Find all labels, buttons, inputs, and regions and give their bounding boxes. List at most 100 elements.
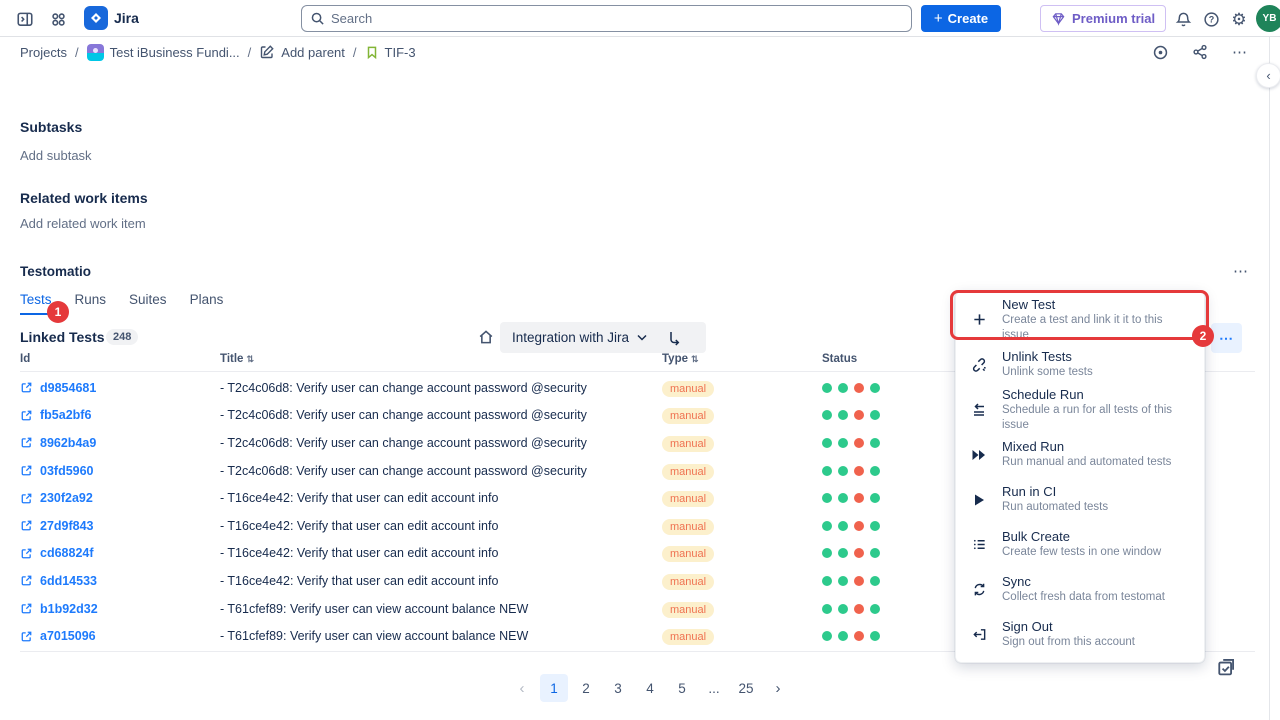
test-id-link[interactable]: 03fd5960 (40, 463, 94, 478)
add-parent-link[interactable]: Add parent (259, 44, 345, 60)
table-row[interactable]: 03fd5960 - T2c4c06d8: Verify user can cha… (20, 457, 1255, 485)
breadcrumb-project[interactable]: Test iBusiness Fundi... (86, 43, 240, 61)
menu-item-sign-out[interactable]: Sign Out Sign out from this account (956, 612, 1204, 657)
premium-trial-button[interactable]: Premium trial (1040, 5, 1167, 32)
external-link-icon[interactable] (20, 464, 33, 477)
table-row[interactable]: 230f2a92 - T16ce4e42: Verify that user ca… (20, 484, 1255, 512)
watch-icon[interactable] (1145, 39, 1175, 65)
menu-item-unlink-tests[interactable]: Unlink Tests Unlink some tests (956, 342, 1204, 387)
test-title: - T2c4c06d8: Verify user can change acco… (220, 435, 587, 450)
external-link-icon[interactable] (20, 630, 33, 643)
external-link-icon[interactable] (20, 519, 33, 532)
sidebar-toggle-icon[interactable] (14, 8, 36, 30)
search-input[interactable] (331, 11, 903, 26)
table-row[interactable]: 8962b4a9 - T2c4c06d8: Verify user can cha… (20, 429, 1255, 457)
tab-plans[interactable]: Plans (189, 292, 224, 307)
external-link-icon[interactable] (20, 436, 33, 449)
settings-gear-icon[interactable]: ⚙ (1231, 9, 1247, 29)
related-items-heading: Related work items (20, 190, 148, 206)
add-related-item-link[interactable]: Add related work item (20, 216, 146, 231)
type-badge: manual (662, 546, 715, 563)
external-link-icon[interactable] (20, 381, 33, 394)
branch-icon[interactable] (667, 330, 681, 346)
test-id-link[interactable]: 8962b4a9 (40, 435, 97, 450)
more-actions-icon[interactable]: ⋯ (1232, 44, 1248, 61)
app-title: Jira (114, 10, 139, 26)
external-link-icon[interactable] (20, 547, 33, 560)
home-icon[interactable] (477, 328, 497, 348)
table-row[interactable]: cd68824f - T16ce4e42: Verify that user ca… (20, 540, 1255, 568)
table-row[interactable]: 27d9f843 - T16ce4e42: Verify that user ca… (20, 512, 1255, 540)
status-dots (822, 520, 1255, 531)
page-button[interactable]: 3 (614, 680, 622, 696)
menu-item-run-in-ci[interactable]: Run in CI Run automated tests (956, 477, 1204, 522)
breadcrumb-projects[interactable]: Projects (20, 44, 67, 60)
page-button[interactable]: 4 (646, 680, 654, 696)
tab-tests[interactable]: Tests (20, 292, 52, 315)
menu-item-sync[interactable]: Sync Collect fresh data from testomat (956, 567, 1204, 612)
prev-page-icon[interactable]: ‹ (519, 679, 525, 697)
bulk-select-icon[interactable] (1216, 656, 1240, 680)
external-link-icon[interactable] (20, 492, 33, 505)
table-row[interactable]: fb5a2bf6 - T2c4c06d8: Verify user can cha… (20, 402, 1255, 430)
page-button[interactable]: 25 (738, 680, 754, 696)
branch-filter-dropdown[interactable]: Integration with Jira (500, 322, 706, 353)
test-id-link[interactable]: a7015096 (40, 629, 96, 644)
page-ellipsis: ... (708, 680, 720, 696)
global-search[interactable] (301, 5, 912, 32)
gem-icon (1051, 11, 1066, 26)
external-link-icon[interactable] (20, 409, 33, 422)
edit-icon (259, 44, 275, 60)
test-id-link[interactable]: 27d9f843 (40, 518, 94, 533)
app-switcher-icon[interactable] (47, 8, 69, 30)
right-panel-divider (1269, 37, 1270, 720)
test-id-link[interactable]: 6dd14533 (40, 573, 97, 588)
notifications-bell-icon[interactable] (1172, 8, 1194, 30)
pagination: ‹ 1 2 3 4 5 ... 25 › (508, 674, 792, 702)
external-link-icon[interactable] (20, 574, 33, 587)
tab-runs[interactable]: Runs (74, 292, 107, 307)
col-header-id[interactable]: Id (20, 353, 31, 365)
type-badge: manual (662, 518, 715, 535)
test-title: - T61cfef89: Verify user can view accoun… (220, 601, 529, 616)
test-id-link[interactable]: 230f2a92 (40, 491, 93, 506)
col-header-title[interactable]: Title ⇅ (220, 353, 254, 365)
table-row[interactable]: a7015096 - T61cfef89: Verify user can vie… (20, 622, 1255, 650)
external-link-icon[interactable] (20, 602, 33, 615)
testomatio-more-icon[interactable]: ⋯ (1233, 263, 1249, 280)
menu-item-new-test[interactable]: New Test Create a test and link it it to… (956, 297, 1204, 342)
issue-key-link[interactable]: TIF-3 (365, 45, 416, 60)
test-id-link[interactable]: fb5a2bf6 (40, 408, 92, 423)
type-badge: manual (662, 435, 715, 452)
type-badge: manual (662, 380, 715, 397)
user-avatar[interactable]: YB (1256, 5, 1280, 32)
page-button[interactable]: 5 (678, 680, 686, 696)
status-dots (822, 575, 1255, 586)
table-row[interactable]: 6dd14533 - T16ce4e42: Verify that user ca… (20, 567, 1255, 595)
test-id-link[interactable]: d9854681 (40, 380, 97, 395)
linked-tests-menu-button[interactable]: ⋯ (1211, 323, 1242, 353)
add-subtask-link[interactable]: Add subtask (20, 148, 92, 163)
jira-logo[interactable] (84, 6, 108, 30)
table-row[interactable]: d9854681 - T2c4c06d8: Verify user can cha… (20, 374, 1255, 402)
table-row[interactable]: b1b92d32 - T61cfef89: Verify user can vie… (20, 595, 1255, 623)
next-page-icon[interactable]: › (775, 679, 781, 697)
page-button[interactable]: 1 (540, 674, 568, 702)
list-icon (970, 537, 988, 552)
help-icon[interactable]: ? (1200, 8, 1222, 30)
panel-collapse-button[interactable]: ‹ (1256, 63, 1280, 88)
page-button[interactable]: 2 (582, 680, 590, 696)
status-dots (822, 603, 1255, 614)
tab-suites[interactable]: Suites (129, 292, 167, 307)
share-icon[interactable] (1185, 39, 1215, 65)
sort-icon: ⇅ (691, 354, 699, 364)
menu-item-schedule-run[interactable]: Schedule Run Schedule a run for all test… (956, 387, 1204, 432)
test-id-link[interactable]: cd68824f (40, 546, 94, 561)
col-header-type[interactable]: Type ⇅ (662, 353, 699, 365)
linked-tests-toolbar: Linked Tests 248 Integration with Jira ⋯ (20, 322, 1255, 353)
menu-item-bulk-create[interactable]: Bulk Create Create few tests in one wind… (956, 522, 1204, 567)
menu-item-mixed-run[interactable]: Mixed Run Run manual and automated tests (956, 432, 1204, 477)
test-title: - T61cfef89: Verify user can view accoun… (220, 629, 529, 644)
test-id-link[interactable]: b1b92d32 (40, 601, 98, 616)
create-button[interactable]: + Create (921, 5, 1001, 32)
